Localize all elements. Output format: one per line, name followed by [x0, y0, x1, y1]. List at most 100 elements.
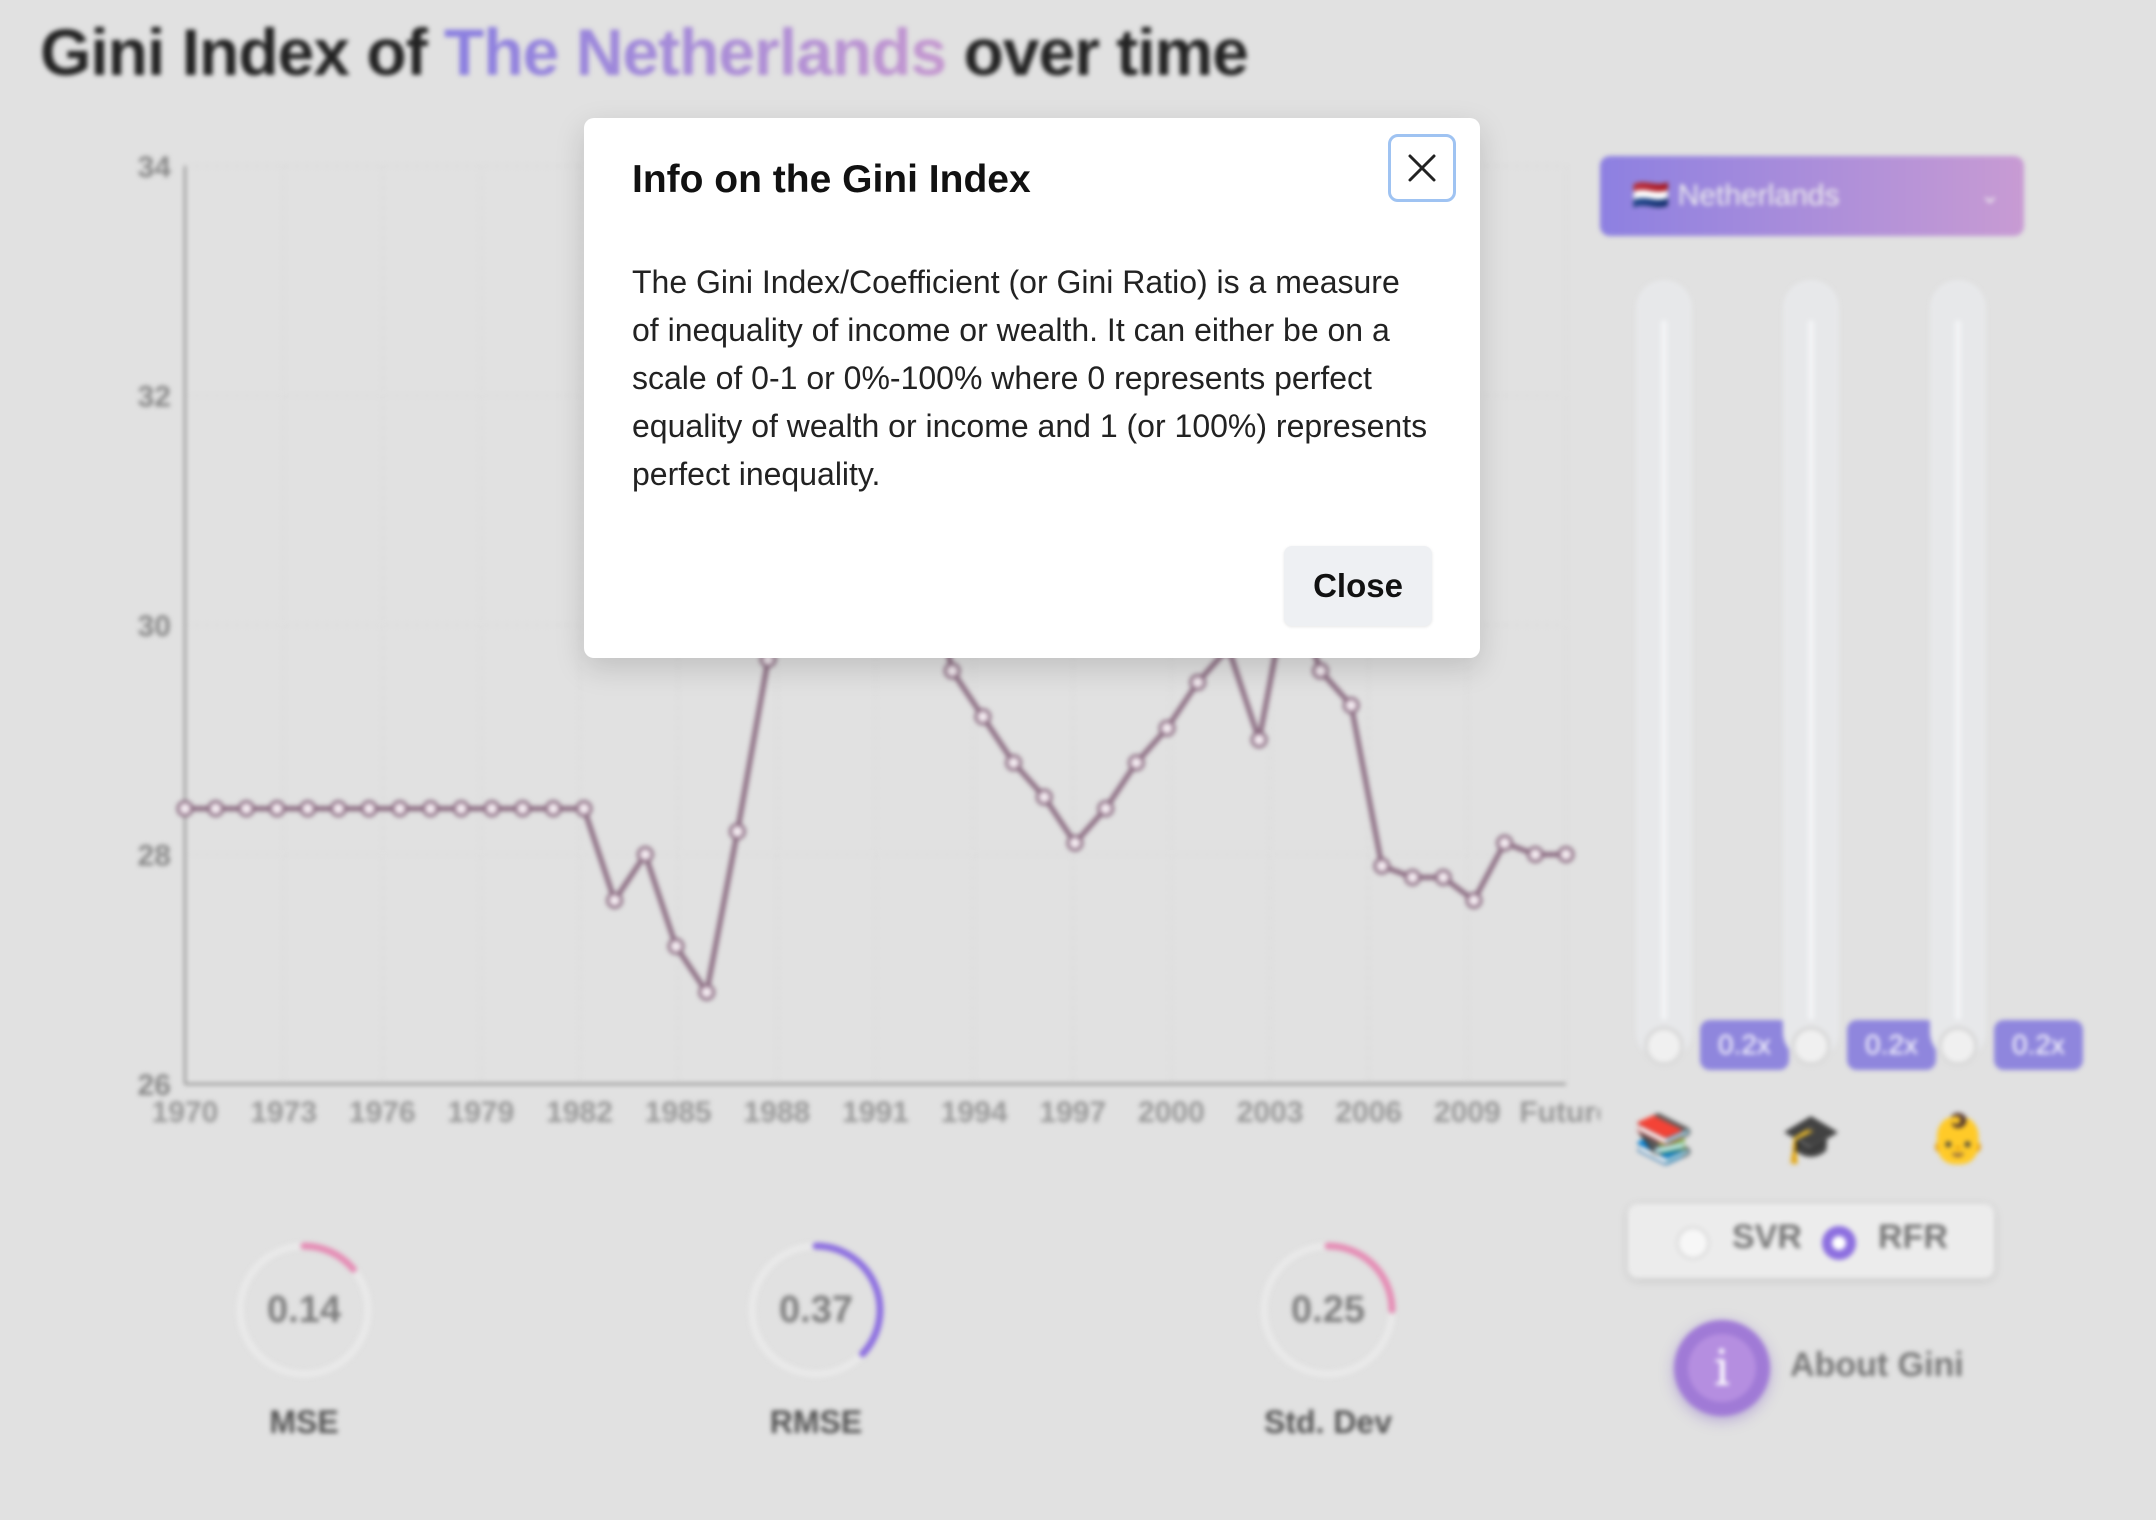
rmse-label: RMSE: [769, 1404, 863, 1440]
books-icon: 📚: [1634, 1113, 1694, 1166]
x-tick-label: 1994: [941, 1096, 1008, 1129]
data-point: [452, 800, 470, 818]
x-tick-label: 1982: [546, 1096, 613, 1129]
about-gini-button[interactable]: i: [1674, 1320, 1770, 1416]
data-point: [1342, 696, 1360, 714]
data-point: [1311, 662, 1329, 680]
data-point: [268, 800, 286, 818]
data-point: [1496, 834, 1514, 852]
data-point: [1097, 800, 1115, 818]
country-select-value: Netherlands: [1677, 179, 1840, 212]
data-point: [1127, 754, 1145, 772]
data-point: [1158, 719, 1176, 737]
slider-value-badge-2: 0.2x: [1847, 1020, 1936, 1070]
x-tick-label: 1985: [645, 1096, 712, 1129]
data-point: [1434, 868, 1452, 886]
close-button[interactable]: Close: [1284, 546, 1432, 626]
data-point: [667, 937, 685, 955]
x-tick-label: Future: [1519, 1096, 1600, 1129]
mse-value: 0.14: [267, 1289, 341, 1331]
data-point: [974, 708, 992, 726]
std-dev-gauge-ring: [1260, 1242, 1396, 1378]
slider-handle-1[interactable]: [1644, 1026, 1684, 1066]
slider-track-2[interactable]: [1783, 280, 1839, 1060]
flag-icon: 🇳🇱: [1632, 179, 1670, 212]
data-point: [1373, 857, 1391, 875]
x-tick-label: 2000: [1138, 1096, 1205, 1129]
mse-gauge: 0.14: [234, 1240, 374, 1380]
baby-icon: 👶: [1928, 1113, 1988, 1166]
slider-track-1[interactable]: [1636, 280, 1692, 1060]
data-point: [299, 800, 317, 818]
data-point: [391, 800, 409, 818]
slider-handle-3[interactable]: [1938, 1026, 1978, 1066]
data-point: [575, 800, 593, 818]
y-tick-label: 28: [138, 840, 171, 873]
rfr-radio[interactable]: [1822, 1226, 1856, 1260]
modal-title: Info on the Gini Index: [632, 158, 1031, 201]
data-point: [237, 800, 255, 818]
slider-handle-2[interactable]: [1791, 1026, 1831, 1066]
x-tick-label: 2003: [1237, 1096, 1304, 1129]
mse-gauge-ring: [236, 1242, 372, 1378]
data-point: [1250, 731, 1268, 749]
x-tick-label: 2009: [1434, 1096, 1501, 1129]
std-dev-gauge: 0.25: [1258, 1240, 1398, 1380]
title-country: The Netherlands: [444, 15, 947, 89]
info-icon: i: [1688, 1334, 1756, 1402]
x-tick-label: 1976: [349, 1096, 416, 1129]
data-point: [1035, 788, 1053, 806]
std-dev-label: Std. Dev: [1263, 1404, 1393, 1440]
data-point: [1465, 891, 1483, 909]
x-tick-label: 1973: [250, 1096, 317, 1129]
data-point: [1557, 846, 1575, 863]
y-tick-label: 30: [138, 610, 171, 643]
model-selector: SVR RFR: [1628, 1204, 1994, 1278]
data-point: [1526, 846, 1544, 863]
rmse-gauge: 0.37: [746, 1240, 886, 1380]
modal-close-icon-button[interactable]: [1388, 134, 1456, 202]
y-tick-label: 34: [138, 151, 172, 184]
country-select[interactable]: 🇳🇱 Netherlands ⌄: [1600, 156, 2024, 236]
x-tick-label: 1988: [743, 1096, 810, 1129]
x-tick-label: 1997: [1039, 1096, 1106, 1129]
data-point: [1404, 868, 1422, 886]
x-tick-label: 1991: [842, 1096, 909, 1129]
title-prefix: Gini Index of: [40, 15, 445, 89]
slider-value-badge-1: 0.2x: [1700, 1020, 1789, 1070]
data-point: [329, 800, 347, 818]
data-point: [636, 846, 654, 863]
y-tick-label: 26: [138, 1069, 171, 1102]
slider-track-3[interactable]: [1930, 280, 1986, 1060]
data-point: [207, 800, 225, 818]
mse-gauge-arc: [300, 1242, 357, 1273]
title-suffix: over time: [946, 15, 1248, 89]
rmse-gauge-ring: [748, 1242, 884, 1378]
y-tick-label: 32: [138, 381, 171, 414]
std-dev-value: 0.25: [1291, 1289, 1365, 1331]
svr-radio[interactable]: [1676, 1226, 1710, 1260]
data-point: [606, 891, 624, 909]
data-point: [514, 800, 532, 818]
std-dev-gauge-arc: [1324, 1242, 1396, 1314]
rmse-gauge-arc: [812, 1242, 884, 1358]
modal-body-text: The Gini Index/Coefficient (or Gini Rati…: [632, 264, 1428, 492]
data-point: [943, 662, 961, 680]
data-point: [422, 800, 440, 818]
data-point: [1066, 834, 1084, 852]
about-gini-label[interactable]: About Gini: [1790, 1346, 1964, 1384]
chevron-down-icon: ⌄: [1979, 182, 2000, 209]
rfr-label[interactable]: RFR: [1878, 1218, 1948, 1256]
data-point: [176, 800, 194, 818]
graduation-cap-icon: 🎓: [1781, 1113, 1841, 1166]
data-point: [483, 800, 501, 818]
data-point: [544, 800, 562, 818]
data-point: [1005, 754, 1023, 772]
svr-label[interactable]: SVR: [1732, 1218, 1802, 1256]
rmse-value: 0.37: [779, 1289, 853, 1331]
data-point: [360, 800, 378, 818]
data-point: [698, 983, 716, 1001]
x-tick-label: 1979: [448, 1096, 515, 1129]
x-tick-label: 1970: [152, 1096, 219, 1129]
page-title: Gini Index of The Netherlands over time: [40, 14, 1249, 90]
